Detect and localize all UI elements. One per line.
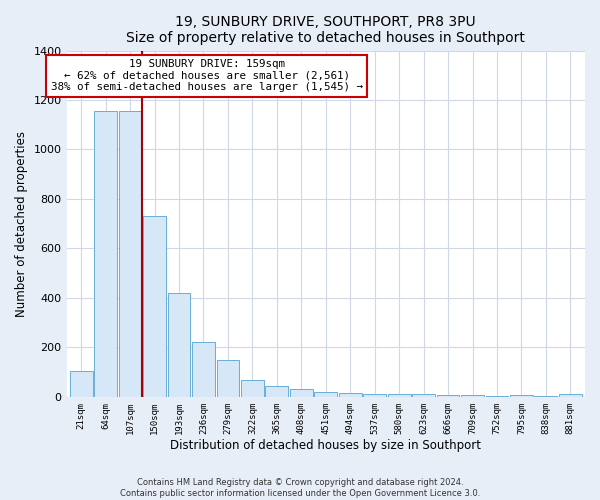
Bar (412, 394, 435, 397)
Bar (290, 390, 313, 397)
Y-axis label: Number of detached properties: Number of detached properties (15, 130, 28, 316)
Bar (339, 393, 362, 397)
Bar (217, 360, 239, 397)
Bar (535, 396, 557, 397)
Text: 19 SUNBURY DRIVE: 159sqm
← 62% of detached houses are smaller (2,561)
38% of sem: 19 SUNBURY DRIVE: 159sqm ← 62% of detach… (50, 59, 362, 92)
Bar (314, 392, 337, 397)
Bar (461, 395, 484, 397)
Bar (70, 371, 92, 397)
Text: Contains HM Land Registry data © Crown copyright and database right 2024.
Contai: Contains HM Land Registry data © Crown c… (120, 478, 480, 498)
Bar (143, 216, 166, 397)
Bar (437, 395, 460, 397)
Bar (119, 111, 142, 397)
Bar (94, 111, 117, 397)
Bar (192, 342, 215, 397)
Bar (485, 396, 508, 397)
Title: 19, SUNBURY DRIVE, SOUTHPORT, PR8 3PU
Size of property relative to detached hous: 19, SUNBURY DRIVE, SOUTHPORT, PR8 3PU Si… (127, 15, 525, 45)
Bar (559, 394, 581, 397)
Bar (388, 394, 410, 397)
Bar (167, 293, 190, 397)
Bar (241, 380, 264, 397)
Bar (510, 395, 533, 397)
X-axis label: Distribution of detached houses by size in Southport: Distribution of detached houses by size … (170, 440, 481, 452)
Bar (364, 394, 386, 397)
Bar (265, 386, 288, 397)
